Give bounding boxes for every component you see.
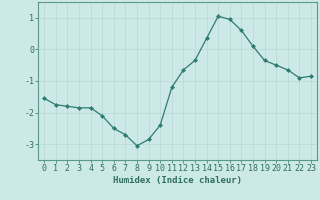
X-axis label: Humidex (Indice chaleur): Humidex (Indice chaleur) [113, 176, 242, 185]
